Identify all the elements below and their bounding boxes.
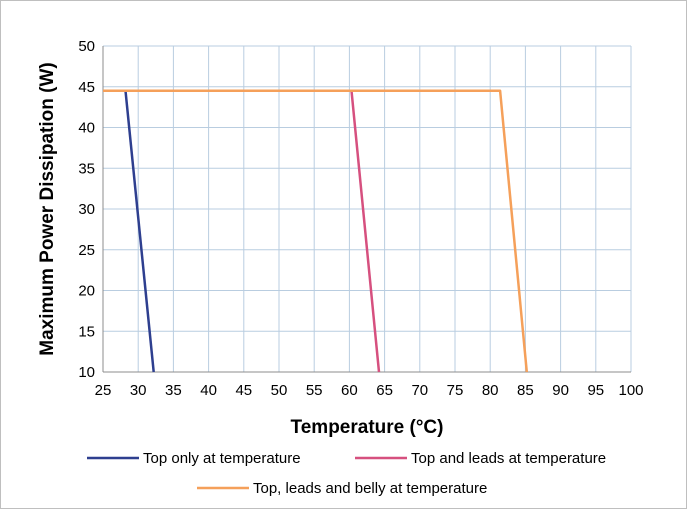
x-tick-label-45: 45 bbox=[235, 382, 252, 399]
tick-labels: 25 30 35 40 45 50 55 60 65 70 75 80 85 90 95 100 10 15 20 2… bbox=[78, 38, 643, 399]
x-tick-label-70: 70 bbox=[411, 382, 428, 399]
y-axis-title: Maximum Power Dissipation (W) bbox=[37, 62, 58, 355]
x-tick-label-55: 55 bbox=[306, 382, 323, 399]
y-tick-label-25: 25 bbox=[78, 242, 95, 259]
x-tick-label-90: 90 bbox=[552, 382, 569, 399]
x-tick-label-95: 95 bbox=[587, 382, 604, 399]
x-tick-label-85: 85 bbox=[517, 382, 534, 399]
series-line-top-only bbox=[124, 90, 155, 373]
x-tick-label-30: 30 bbox=[130, 382, 147, 399]
series-line-top-leads-belly bbox=[103, 89, 529, 373]
y-tick-label-10: 10 bbox=[78, 364, 95, 381]
x-tick-label-75: 75 bbox=[447, 382, 464, 399]
x-tick-label-80: 80 bbox=[482, 382, 499, 399]
legend-label-top-leads-belly: Top, leads and belly at temperature bbox=[253, 480, 487, 497]
legend-label-top-only: Top only at temperature bbox=[143, 450, 301, 467]
legend: Top only at temperature Top and leads at… bbox=[87, 450, 606, 497]
x-tick-label-40: 40 bbox=[200, 382, 217, 399]
grid bbox=[103, 45, 632, 372]
y-tick-label-20: 20 bbox=[78, 283, 95, 300]
x-tick-label-65: 65 bbox=[376, 382, 393, 399]
x-tick-label-25: 25 bbox=[95, 382, 112, 399]
y-tick-label-50: 50 bbox=[78, 38, 95, 55]
x-axis-title: Temperature (°C) bbox=[291, 417, 444, 438]
y-tick-label-45: 45 bbox=[78, 79, 95, 96]
x-tick-label-35: 35 bbox=[165, 382, 182, 399]
x-tick-label-100: 100 bbox=[618, 382, 643, 399]
axes bbox=[102, 46, 631, 373]
legend-label-top-and-leads: Top and leads at temperature bbox=[411, 450, 606, 467]
y-tick-label-40: 40 bbox=[78, 120, 95, 137]
y-tick-label-15: 15 bbox=[78, 323, 95, 340]
y-tick-label-30: 30 bbox=[78, 201, 95, 218]
x-tick-label-60: 60 bbox=[341, 382, 358, 399]
series-line-top-and-leads bbox=[103, 89, 381, 373]
x-tick-label-50: 50 bbox=[271, 382, 288, 399]
y-tick-label-35: 35 bbox=[78, 160, 95, 177]
series-lines bbox=[103, 89, 529, 373]
